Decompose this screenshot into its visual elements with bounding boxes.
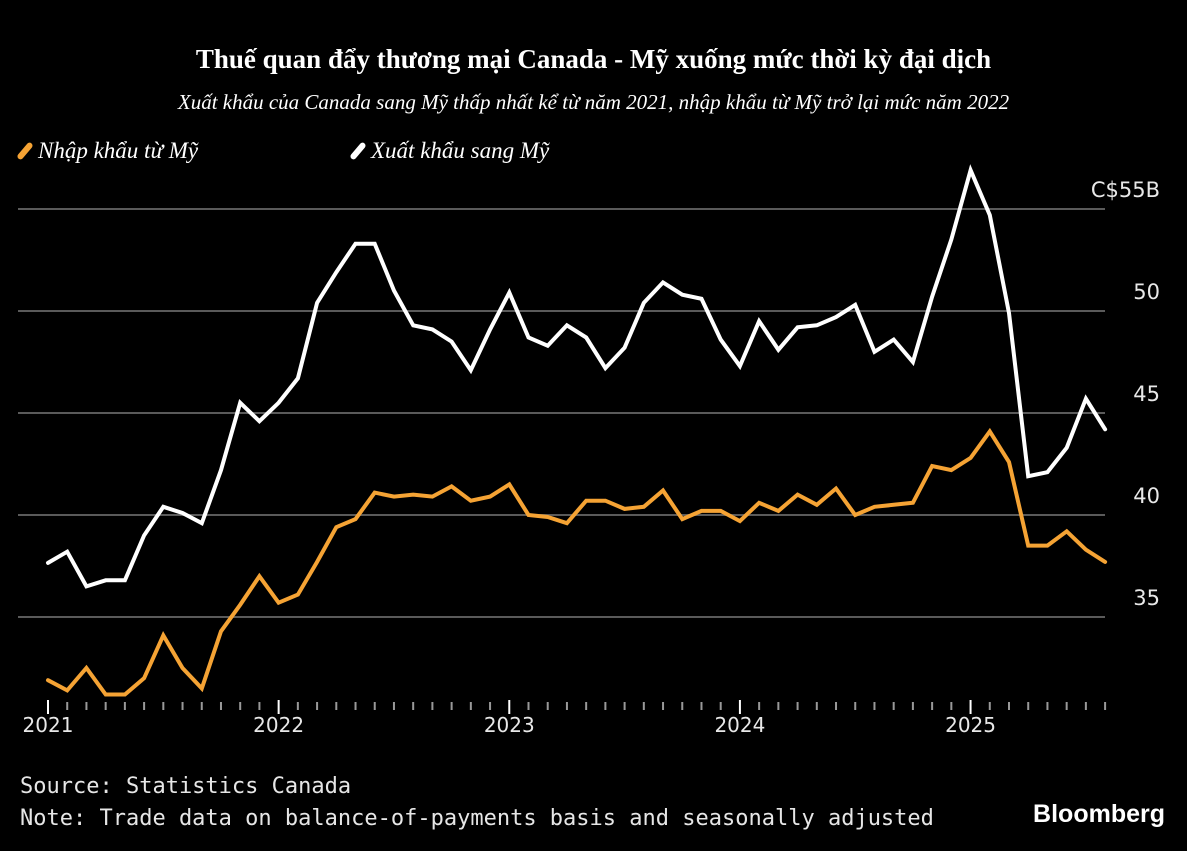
chart-title: Thuế quan đẩy thương mại Canada - Mỹ xuố… [195, 44, 992, 74]
legend-imports: Nhập khẩu từ Mỹ [16, 138, 199, 164]
y-tick-label: C$55B [1091, 178, 1160, 202]
x-tick-label: 2023 [484, 713, 535, 737]
imports-line [46, 427, 1108, 697]
legend-exports: Xuất khẩu sang Mỹ [349, 138, 550, 164]
x-tick-label: 2022 [253, 713, 304, 737]
y-tick-label: 50 [1133, 280, 1160, 304]
y-tick-label: 40 [1133, 484, 1160, 508]
chart-subtitle: Xuất khẩu của Canada sang Mỹ thấp nhất k… [177, 90, 1010, 114]
legend-label-imports: Nhập khẩu từ Mỹ [38, 138, 199, 163]
legend-label-exports: Xuất khẩu sang Mỹ [371, 138, 550, 163]
x-tick-label: 2025 [945, 713, 996, 737]
y-tick-label: 35 [1133, 586, 1160, 610]
bloomberg-logo: Bloomberg [1033, 800, 1165, 828]
note-text: Note: Trade data on balance-of-payments … [20, 806, 934, 831]
source-text: Source: Statistics Canada [20, 774, 352, 799]
exports-line [46, 164, 1108, 589]
x-tick-label: 2024 [714, 713, 765, 737]
y-tick-label: 45 [1133, 382, 1160, 406]
x-tick-label: 2021 [23, 713, 74, 737]
